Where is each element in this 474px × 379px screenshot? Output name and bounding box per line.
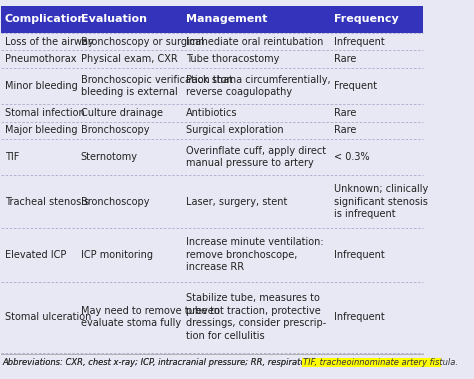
Text: Management: Management (186, 14, 268, 25)
FancyBboxPatch shape (0, 228, 422, 282)
Text: Stomal ulceration: Stomal ulceration (5, 312, 91, 322)
FancyBboxPatch shape (0, 6, 422, 33)
Text: Stabilize tube, measures to
prevent traction, protective
dressings, consider pre: Stabilize tube, measures to prevent trac… (186, 293, 327, 341)
Text: Bronchoscopic verification that
bleeding is external: Bronchoscopic verification that bleeding… (81, 75, 233, 97)
Text: Sternotomy: Sternotomy (81, 152, 138, 162)
Text: Frequency: Frequency (334, 14, 399, 25)
Text: Stomal infection: Stomal infection (5, 108, 85, 117)
Text: Surgical exploration: Surgical exploration (186, 125, 284, 135)
Text: Immediate oral reintubation: Immediate oral reintubation (186, 36, 324, 47)
Text: Culture drainage: Culture drainage (81, 108, 163, 117)
Text: Rare: Rare (334, 108, 356, 117)
FancyBboxPatch shape (0, 50, 422, 68)
Text: Rare: Rare (334, 54, 356, 64)
Text: Pack stoma circumferentially,
reverse coagulopathy: Pack stoma circumferentially, reverse co… (186, 75, 331, 97)
Text: Tube thoracostomy: Tube thoracostomy (186, 54, 280, 64)
Text: Evaluation: Evaluation (81, 14, 147, 25)
Text: Elevated ICP: Elevated ICP (5, 250, 66, 260)
Text: Increase minute ventilation:
remove bronchoscope,
increase RR: Increase minute ventilation: remove bron… (186, 238, 324, 272)
Text: TIF, tracheoinnominate artery fistula.: TIF, tracheoinnominate artery fistula. (303, 357, 458, 366)
FancyBboxPatch shape (0, 122, 422, 139)
Text: May need to remove tube to
evaluate stoma fully: May need to remove tube to evaluate stom… (81, 306, 220, 328)
Text: Infrequent: Infrequent (334, 36, 385, 47)
Text: Abbreviations: CXR, chest x-ray; ICP, intracranial pressure; RR, respiratory rat: Abbreviations: CXR, chest x-ray; ICP, in… (3, 357, 340, 366)
Text: Unknown; clinically
significant stenosis
is infrequent: Unknown; clinically significant stenosis… (334, 184, 428, 219)
Text: Major bleeding: Major bleeding (5, 125, 77, 135)
FancyBboxPatch shape (0, 68, 422, 104)
Text: Minor bleeding: Minor bleeding (5, 81, 78, 91)
Text: Rare: Rare (334, 125, 356, 135)
FancyBboxPatch shape (0, 175, 422, 228)
Text: Complication: Complication (5, 14, 86, 25)
FancyBboxPatch shape (0, 104, 422, 122)
FancyBboxPatch shape (0, 139, 422, 175)
Text: Tracheal stenosis: Tracheal stenosis (5, 197, 89, 207)
Text: Bronchoscopy or surgical: Bronchoscopy or surgical (81, 36, 204, 47)
Text: Abbreviations: CXR, chest x-ray; ICP, intracranial pressure; RR, respiratory rat: Abbreviations: CXR, chest x-ray; ICP, in… (3, 357, 340, 366)
Text: Frequent: Frequent (334, 81, 377, 91)
Text: Antibiotics: Antibiotics (186, 108, 238, 117)
Text: Overinflate cuff, apply direct
manual pressure to artery: Overinflate cuff, apply direct manual pr… (186, 146, 327, 168)
Text: Loss of the airway: Loss of the airway (5, 36, 94, 47)
Text: Physical exam, CXR: Physical exam, CXR (81, 54, 178, 64)
FancyBboxPatch shape (302, 357, 441, 367)
FancyBboxPatch shape (0, 33, 422, 50)
Text: Pneumothorax: Pneumothorax (5, 54, 76, 64)
Text: Bronchoscopy: Bronchoscopy (81, 125, 149, 135)
Text: TIF: TIF (5, 152, 19, 162)
Text: ICP monitoring: ICP monitoring (81, 250, 153, 260)
Text: Infrequent: Infrequent (334, 312, 385, 322)
Text: < 0.3%: < 0.3% (334, 152, 370, 162)
Text: Bronchoscopy: Bronchoscopy (81, 197, 149, 207)
Text: Infrequent: Infrequent (334, 250, 385, 260)
Text: Laser, surgery, stent: Laser, surgery, stent (186, 197, 288, 207)
FancyBboxPatch shape (0, 282, 422, 352)
